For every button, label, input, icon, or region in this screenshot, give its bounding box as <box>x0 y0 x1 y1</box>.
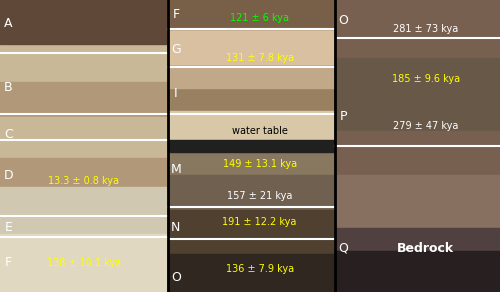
Text: water table: water table <box>232 126 287 136</box>
Bar <box>335 131 500 292</box>
Text: 131 ± 7.8 kya: 131 ± 7.8 kya <box>226 53 294 63</box>
Text: O: O <box>171 271 181 284</box>
Bar <box>0 35 168 292</box>
Bar <box>335 251 500 292</box>
Text: 191 ± 12.2 kya: 191 ± 12.2 kya <box>222 217 297 227</box>
Text: P: P <box>340 110 347 123</box>
Text: Q: Q <box>338 242 348 255</box>
Bar <box>168 146 335 292</box>
Bar <box>0 187 168 292</box>
Bar <box>335 175 500 292</box>
Bar <box>0 82 168 292</box>
Text: E: E <box>4 221 12 234</box>
Bar <box>168 254 335 292</box>
Bar <box>168 0 335 111</box>
Text: G: G <box>171 43 181 56</box>
Text: B: B <box>4 81 12 94</box>
Text: 157 ± 21 kya: 157 ± 21 kya <box>227 191 292 201</box>
Bar <box>0 0 168 292</box>
Bar <box>168 111 335 146</box>
Text: 279 ± 47 kya: 279 ± 47 kya <box>393 121 458 131</box>
Text: 136 ± 7.9 kya: 136 ± 7.9 kya <box>226 264 294 274</box>
Bar <box>0 117 168 292</box>
Text: 185 ± 9.6 kya: 185 ± 9.6 kya <box>392 74 460 84</box>
Text: 121 ± 6 kya: 121 ± 6 kya <box>230 13 289 22</box>
Bar <box>168 0 335 64</box>
Text: 138 ± 10.1 kya: 138 ± 10.1 kya <box>46 258 121 268</box>
Bar <box>0 158 168 292</box>
Bar <box>0 0 168 44</box>
Text: O: O <box>338 14 348 27</box>
Text: D: D <box>4 169 13 182</box>
Bar <box>335 228 500 292</box>
Bar <box>335 58 500 292</box>
Bar <box>168 0 335 29</box>
Text: M: M <box>170 163 181 176</box>
Bar <box>168 0 335 88</box>
Text: 13.3 ± 0.8 kya: 13.3 ± 0.8 kya <box>48 176 120 186</box>
Text: A: A <box>4 17 12 30</box>
Bar <box>168 140 335 152</box>
Text: 281 ± 73 kya: 281 ± 73 kya <box>393 24 458 34</box>
Bar <box>335 0 500 292</box>
Bar <box>0 234 168 292</box>
Text: F: F <box>5 256 12 269</box>
Text: N: N <box>171 221 180 234</box>
Text: Bedrock: Bedrock <box>397 242 454 255</box>
Bar <box>168 0 335 146</box>
Text: F: F <box>172 8 180 21</box>
Text: C: C <box>4 128 13 141</box>
Text: I: I <box>174 87 178 100</box>
Bar <box>168 210 335 292</box>
Bar <box>168 175 335 292</box>
Text: 149 ± 13.1 kya: 149 ± 13.1 kya <box>222 159 296 168</box>
